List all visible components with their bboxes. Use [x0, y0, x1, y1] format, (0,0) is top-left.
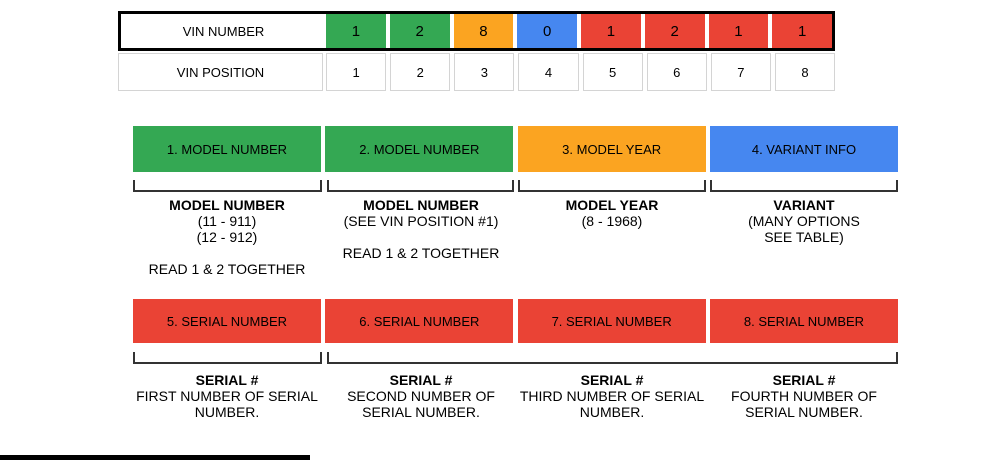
desc-title: MODEL NUMBER [169, 197, 285, 213]
desc-line [327, 229, 515, 245]
vin-number-row: VIN NUMBER 1 2 8 0 1 2 1 1 [118, 11, 835, 51]
vin-position-3: 3 [454, 53, 515, 91]
desc-line: THIRD NUMBER OF SERIAL [519, 388, 705, 404]
desc-title: SERIAL # [195, 372, 259, 388]
desc-title: SERIAL # [580, 372, 644, 388]
desc-line [133, 245, 321, 261]
desc-line: FIRST NUMBER OF SERIAL [136, 388, 318, 404]
vin-position-4: 4 [518, 53, 579, 91]
bracket-block-3 [518, 180, 706, 192]
bracket-serial-6-8 [327, 352, 898, 364]
desc-line: READ 1 & 2 TOGETHER [148, 261, 306, 277]
vin-position-6: 6 [646, 53, 707, 91]
desc-line: (12 - 912) [196, 229, 258, 245]
desc-title: SERIAL # [772, 372, 836, 388]
block-model-year: 3. MODEL YEAR [517, 126, 706, 172]
vin-digit-2: 2 [389, 14, 450, 48]
desc-title: MODEL YEAR [565, 197, 659, 213]
block-variant-info: 4. VARIANT INFO [709, 126, 898, 172]
vin-digit-4: 0 [517, 14, 577, 48]
desc-title: VARIANT [773, 197, 835, 213]
vin-position-label: VIN POSITION [118, 53, 323, 91]
vin-digit-5: 1 [581, 14, 641, 48]
vin-digit-6: 2 [644, 14, 705, 48]
desc-line: NUMBER. [194, 404, 260, 420]
bracket-block-1 [133, 180, 322, 192]
desc-line: FOURTH NUMBER OF [731, 388, 877, 404]
desc-line: SERIAL NUMBER. [362, 404, 480, 420]
block-serial-8: 8. SERIAL NUMBER [709, 299, 898, 343]
block-model-number-1: 1. MODEL NUMBER [133, 126, 321, 172]
block-serial-7: 7. SERIAL NUMBER [517, 299, 706, 343]
bracket-serial-5 [133, 352, 322, 364]
desc-model-number-2: MODEL NUMBER (SEE VIN POSITION #1) READ … [327, 197, 515, 261]
desc-line: (SEE VIN POSITION #1) [343, 213, 499, 229]
desc-line: NUMBER. [579, 404, 645, 420]
desc-model-number-1: MODEL NUMBER (11 - 911) (12 - 912) READ … [133, 197, 321, 277]
block-serial-6: 6. SERIAL NUMBER [325, 299, 514, 343]
desc-line: (8 - 1968) [581, 213, 643, 229]
desc-line: (11 - 911) [197, 213, 257, 229]
desc-variant: VARIANT (MANY OPTIONS SEE TABLE) [710, 197, 898, 245]
vin-position-5: 5 [582, 53, 643, 91]
desc-serial-7: SERIAL # THIRD NUMBER OF SERIAL NUMBER. [518, 372, 706, 420]
vin-position-7: 7 [710, 53, 771, 91]
bracket-block-2 [327, 180, 514, 192]
vin-number-label: VIN NUMBER [121, 14, 326, 48]
block-model-number-2: 2. MODEL NUMBER [325, 126, 514, 172]
vin-position-2: 2 [390, 53, 451, 91]
cutoff-element-bar [0, 455, 310, 460]
desc-serial-6: SERIAL # SECOND NUMBER OF SERIAL NUMBER. [327, 372, 515, 420]
desc-line: (MANY OPTIONS [748, 213, 860, 229]
desc-title: SERIAL # [389, 372, 453, 388]
block-serial-5: 5. SERIAL NUMBER [133, 299, 321, 343]
vin-digit-1: 1 [326, 14, 386, 48]
desc-model-year: MODEL YEAR (8 - 1968) [518, 197, 706, 229]
vin-digit-8: 1 [772, 14, 832, 48]
desc-serial-8: SERIAL # FOURTH NUMBER OF SERIAL NUMBER. [710, 372, 898, 420]
desc-line: SERIAL NUMBER. [745, 404, 863, 420]
desc-line: SEE TABLE) [764, 229, 844, 245]
bottom-block-row: 5. SERIAL NUMBER 6. SERIAL NUMBER 7. SER… [133, 299, 898, 343]
top-block-row: 1. MODEL NUMBER 2. MODEL NUMBER 3. MODEL… [133, 126, 898, 172]
desc-serial-5: SERIAL # FIRST NUMBER OF SERIAL NUMBER. [133, 372, 321, 420]
desc-line: SECOND NUMBER OF [347, 388, 495, 404]
vin-position-8: 8 [774, 53, 835, 91]
desc-line: READ 1 & 2 TOGETHER [342, 245, 500, 261]
vin-digit-7: 1 [708, 14, 769, 48]
desc-title: MODEL NUMBER [363, 197, 479, 213]
vin-position-row: VIN POSITION 1 2 3 4 5 6 7 8 [118, 53, 835, 91]
bracket-block-4 [710, 180, 898, 192]
vin-position-1: 1 [326, 53, 387, 91]
vin-digit-3: 8 [453, 14, 514, 48]
